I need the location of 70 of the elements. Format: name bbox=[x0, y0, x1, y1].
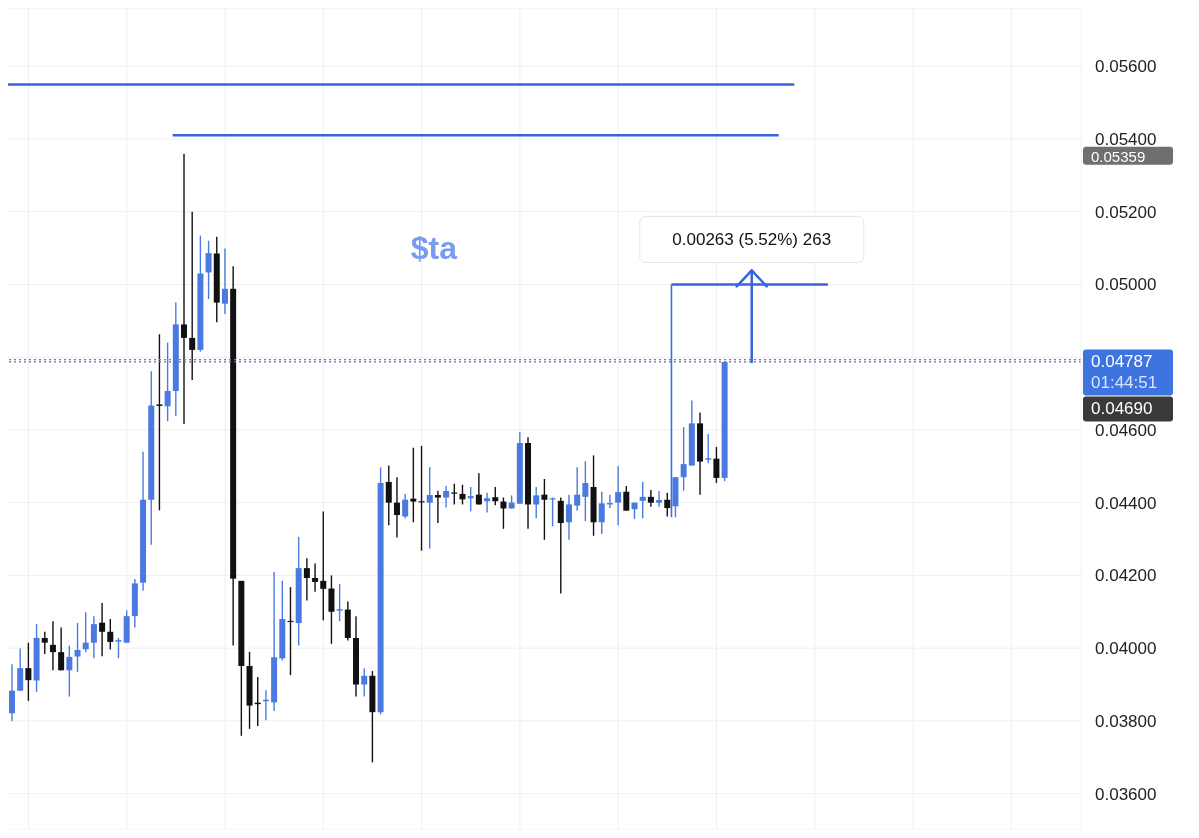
annotation: 0.00263 (5.52%) 263 bbox=[672, 230, 832, 250]
candlestick bbox=[664, 492, 671, 518]
candlestick bbox=[565, 493, 572, 541]
candlestick bbox=[9, 663, 15, 722]
candlestick bbox=[107, 618, 114, 651]
candlestick bbox=[615, 465, 622, 526]
y-tick-label: 0.04600 bbox=[1095, 420, 1157, 440]
text: 01:44:51 bbox=[1091, 373, 1158, 393]
candlestick bbox=[25, 641, 32, 702]
candlestick bbox=[181, 153, 188, 425]
candlestick bbox=[533, 486, 540, 519]
candlestick bbox=[459, 484, 466, 506]
candlestick bbox=[393, 476, 400, 539]
candlestick bbox=[680, 426, 687, 492]
candlestick bbox=[90, 615, 97, 660]
candlestick bbox=[451, 483, 458, 506]
y-tick-label: 0.03600 bbox=[1095, 784, 1157, 804]
candlestick bbox=[574, 466, 581, 512]
y-tick-label: 0.05200 bbox=[1095, 202, 1157, 222]
candlestick bbox=[41, 631, 48, 655]
candlestick bbox=[647, 489, 654, 508]
candlestick bbox=[385, 464, 392, 526]
y-tick-label: 0.05600 bbox=[1095, 57, 1157, 77]
candlestick bbox=[336, 583, 343, 622]
candlestick bbox=[99, 602, 106, 657]
candlestick bbox=[557, 496, 564, 595]
y-tick-label: 0.05000 bbox=[1095, 275, 1157, 295]
y-tick-label: 0.05400 bbox=[1095, 129, 1157, 149]
y-tick-label: 0.03800 bbox=[1095, 711, 1157, 731]
candlestick bbox=[320, 510, 327, 621]
candlestick bbox=[74, 622, 81, 673]
candlestick bbox=[639, 481, 646, 519]
candlestick bbox=[189, 210, 196, 381]
candlestick bbox=[467, 486, 474, 513]
candlestick bbox=[303, 557, 310, 602]
candlestick bbox=[164, 341, 171, 422]
y-tick-label: 0.04000 bbox=[1095, 639, 1157, 659]
ref-line-label: 0.04787 bbox=[1091, 352, 1153, 372]
y-tick-label: 0.04400 bbox=[1095, 493, 1157, 513]
candlestick bbox=[582, 460, 589, 522]
candlestick bbox=[66, 644, 73, 698]
candlestick bbox=[475, 472, 482, 506]
text: 0.05359 bbox=[1091, 147, 1146, 165]
candlestick bbox=[205, 240, 212, 300]
candlestick bbox=[115, 637, 122, 660]
candlestick bbox=[484, 492, 491, 514]
candlestick bbox=[541, 478, 548, 541]
candlestick bbox=[410, 447, 417, 523]
candlestick bbox=[434, 489, 441, 524]
candlestick bbox=[598, 491, 605, 535]
y-tick-label: 0.04200 bbox=[1095, 566, 1157, 586]
candlestick bbox=[492, 486, 499, 506]
candlestick bbox=[402, 493, 409, 519]
candlestick bbox=[426, 466, 433, 550]
candlestick bbox=[82, 611, 89, 653]
candlestick bbox=[656, 490, 663, 508]
candlestick bbox=[705, 433, 712, 465]
candlestick bbox=[713, 446, 720, 484]
candlestick bbox=[156, 333, 163, 511]
text: 0.04690 bbox=[1091, 399, 1153, 419]
candlestick bbox=[443, 485, 450, 509]
candlestick bbox=[328, 574, 335, 645]
candlestick bbox=[17, 647, 24, 692]
candlestick bbox=[221, 247, 228, 315]
candlestick bbox=[58, 626, 65, 672]
candlestick bbox=[361, 667, 368, 698]
candlestick bbox=[49, 620, 56, 672]
candlestick bbox=[312, 562, 319, 593]
annotation: $ta bbox=[410, 229, 458, 266]
candlestick bbox=[623, 485, 630, 512]
